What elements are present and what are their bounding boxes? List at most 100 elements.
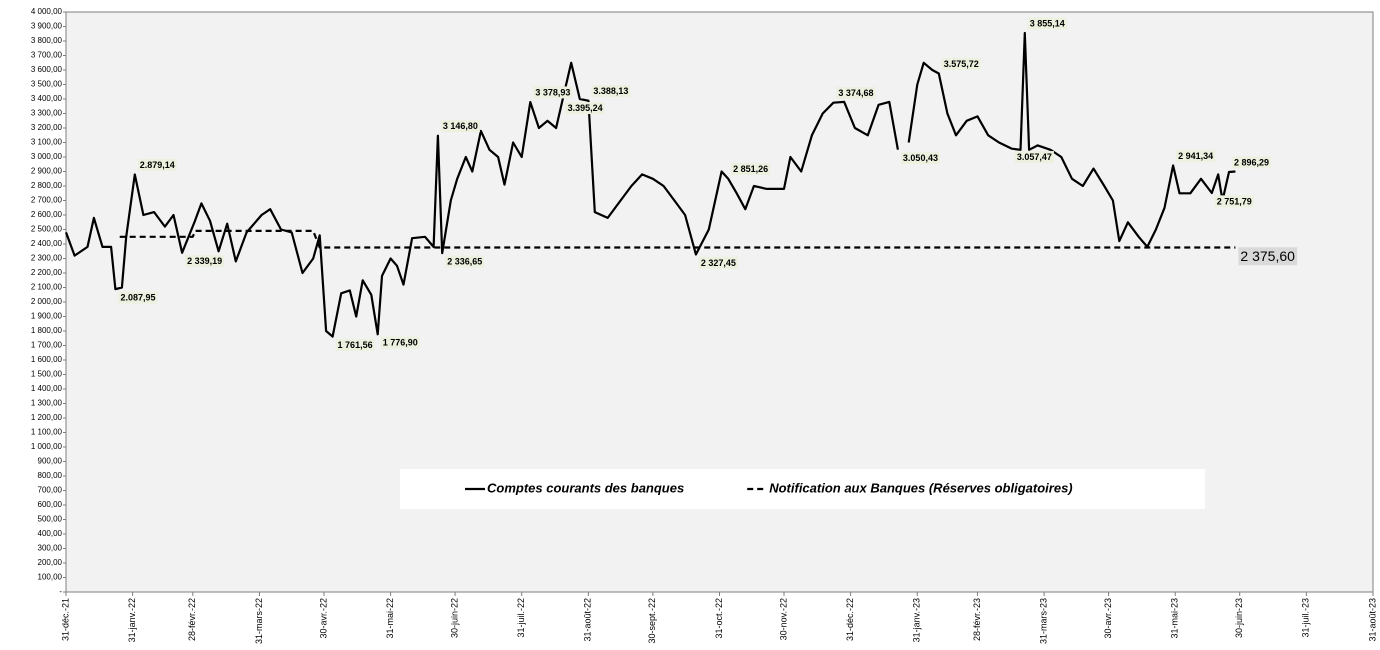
x-tick-label: 30-avr.-22: [318, 598, 328, 639]
data-label-group: 3 378,93: [533, 86, 573, 99]
data-label-group: 3 146,80: [440, 120, 480, 133]
y-tick-label: 200,00: [38, 558, 63, 567]
data-label-group: 1 761,56: [335, 338, 375, 351]
y-tick-label: 3 900,00: [31, 22, 63, 31]
y-tick-label: 4 000,00: [31, 7, 63, 16]
x-tick-label: 31-déc.-22: [845, 598, 855, 641]
y-tick-label: 1 800,00: [31, 326, 63, 335]
x-tick-label: 31-déc.-21: [60, 598, 70, 641]
data-line: [64, 61, 899, 338]
y-tick-label: 600,00: [38, 500, 63, 509]
data-label: 2 751,79: [1217, 196, 1252, 206]
y-tick-label: 2 200,00: [31, 268, 63, 277]
y-tick-label: 2 100,00: [31, 283, 63, 292]
data-label-bg: [533, 86, 573, 99]
data-label: 2 327,45: [701, 258, 736, 268]
x-tick-label: 31-janv.-22: [127, 598, 137, 642]
data-line: [907, 31, 1236, 248]
y-tick-label: 2 600,00: [31, 210, 63, 219]
x-tick-label: 30-avr.-23: [1103, 598, 1113, 639]
data-label-group: 3 855,14: [1027, 17, 1067, 30]
data-label-group: 2 851,26: [731, 162, 771, 175]
y-tick-label: 3 200,00: [31, 123, 63, 132]
y-tick-label: 2 500,00: [31, 225, 63, 234]
x-tick-label: 31-juil.-23: [1301, 598, 1311, 638]
y-tick-label: 700,00: [38, 486, 63, 495]
data-label: 2 339,19: [187, 256, 222, 266]
y-tick-label: 2 300,00: [31, 254, 63, 263]
y-tick-label: 2 700,00: [31, 196, 63, 205]
data-label-bg: [335, 338, 375, 351]
y-tick-label: 2 800,00: [31, 181, 63, 190]
data-label-bg: [1014, 151, 1054, 164]
data-label-group: 2 751,79: [1214, 195, 1254, 208]
y-tick-label: 900,00: [38, 457, 63, 466]
data-label-bg: [185, 255, 225, 268]
y-tick-label: 400,00: [38, 529, 63, 538]
data-label-bg: [1214, 195, 1254, 208]
y-tick-label: 300,00: [38, 544, 63, 553]
data-label-bg: [565, 102, 605, 115]
y-tick-label: 1 400,00: [31, 384, 63, 393]
y-tick-label: 800,00: [38, 471, 63, 480]
y-tick-label: 3 800,00: [31, 36, 63, 45]
data-label-bg: [698, 256, 738, 269]
y-tick-label: 1 200,00: [31, 413, 63, 422]
y-tick-label: 3 600,00: [31, 65, 63, 74]
y-tick-label: 2 900,00: [31, 167, 63, 176]
data-label-group: 3.057,47: [1014, 151, 1054, 164]
x-tick-label: 31-août-23: [1367, 598, 1377, 642]
data-label-group: 3.575,72: [941, 57, 981, 70]
x-tick-label: 28-févr.-23: [972, 598, 982, 641]
y-tick-label: 1 600,00: [31, 355, 63, 364]
data-label: 3 378,93: [535, 87, 570, 97]
data-label: 2 336,65: [447, 257, 482, 267]
y-tick-label: -: [59, 587, 62, 596]
data-label-bg: [900, 152, 940, 165]
y-tick-label: 500,00: [38, 515, 63, 524]
x-tick-label: 31-août-22: [583, 598, 593, 642]
data-label-bg: [1231, 156, 1272, 169]
legend: Comptes courants des banques Notification…: [400, 469, 1205, 509]
data-label: 3 374,68: [838, 88, 873, 98]
data-label-group: 3.388,13: [591, 85, 631, 98]
y-tick-label: 3 400,00: [31, 94, 63, 103]
x-tick-label: 31-janv.-23: [912, 598, 922, 642]
data-label-bg: [941, 57, 981, 70]
x-tick-label: 31-mai-23: [1170, 598, 1180, 639]
data-label-bg: [137, 158, 177, 171]
data-label-bg: [118, 291, 158, 304]
y-tick-label: 1 900,00: [31, 312, 63, 321]
x-tick-label: 31-mars-23: [1038, 598, 1048, 644]
data-label: 2.879,14: [140, 160, 175, 170]
data-label-group: 2 327,45: [698, 256, 738, 269]
data-label-bg: [445, 255, 485, 268]
data-label-group: 3 374,68: [836, 87, 876, 100]
data-label-group: 2 339,19: [185, 255, 225, 268]
data-label: 3.057,47: [1017, 152, 1052, 162]
data-label-bg: [731, 162, 771, 175]
y-tick-label: 3 500,00: [31, 80, 63, 89]
x-tick-label: 31-mai-22: [385, 598, 395, 639]
x-tick-label: 31-juil.-22: [516, 598, 526, 638]
data-label: 3.388,13: [593, 86, 628, 96]
y-tick-label: 1 000,00: [31, 442, 63, 451]
data-label: 2 851,26: [733, 164, 768, 174]
data-label-group: 2 336,65: [445, 255, 485, 268]
data-label: 2 941,34: [1178, 151, 1213, 161]
data-label: 2.087,95: [120, 293, 155, 303]
data-label: 2 896,29: [1234, 157, 1269, 167]
x-tick-label: 28-févr.-22: [187, 598, 197, 641]
x-tick-label: 31-mars-22: [254, 598, 264, 644]
data-label: 3.575,72: [944, 59, 979, 69]
data-label-bg: [1027, 17, 1067, 30]
data-label-bg: [380, 336, 420, 349]
data-label-group: 3.050,43: [900, 152, 940, 165]
y-tick-label: 3 100,00: [31, 138, 63, 147]
data-label-bg: [836, 87, 876, 100]
data-label-bg: [440, 120, 480, 133]
y-tick-label: 2 400,00: [31, 239, 63, 248]
x-tick-label: 30-juin-23: [1234, 598, 1244, 638]
data-label: 1 761,56: [338, 340, 373, 350]
y-tick-label: 3 700,00: [31, 51, 63, 60]
